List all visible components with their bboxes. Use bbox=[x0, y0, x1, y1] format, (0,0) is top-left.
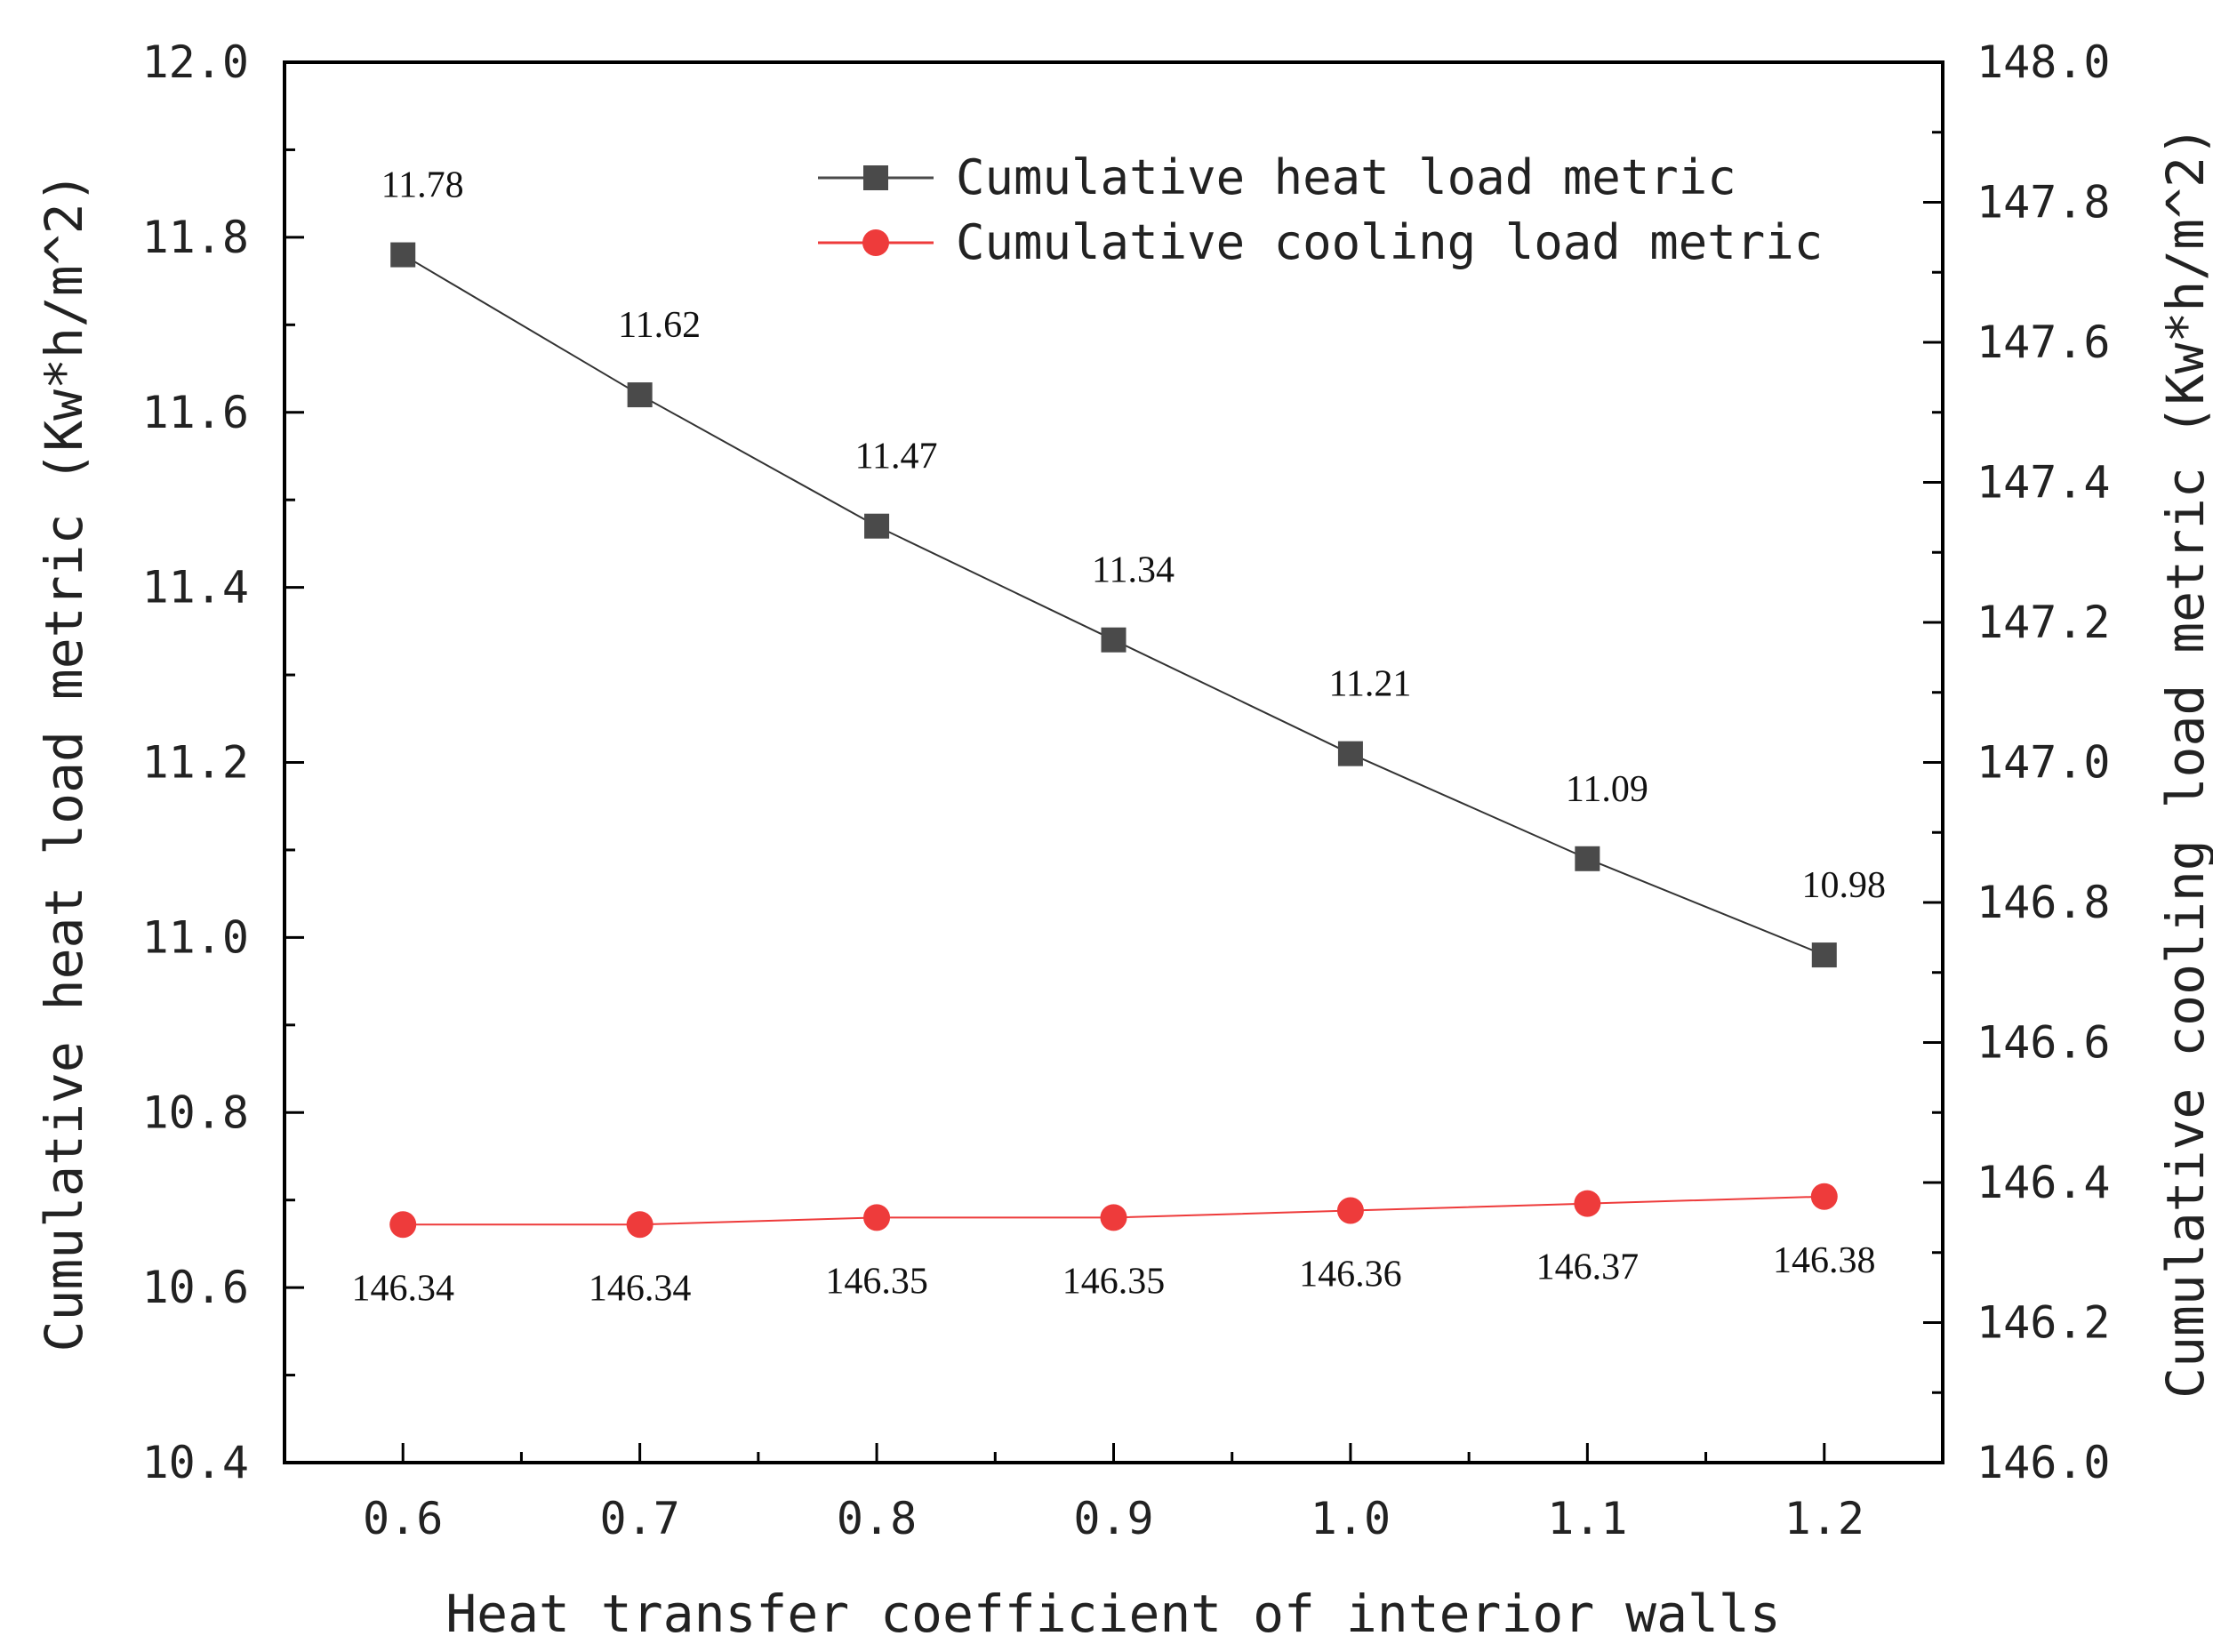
y-left-tick-label: 12.0 bbox=[142, 36, 249, 88]
heat-load-data-label: 11.34 bbox=[1092, 550, 1175, 591]
x-tick-label: 0.9 bbox=[1073, 1493, 1153, 1544]
x-tick-label: 1.1 bbox=[1547, 1493, 1627, 1544]
plot-frame bbox=[283, 60, 1944, 1464]
cooling-load-data-label: 146.34 bbox=[589, 1268, 692, 1309]
cooling-load-data-label: 146.38 bbox=[1773, 1240, 1876, 1281]
cooling-load-point bbox=[626, 1211, 653, 1239]
x-tick-label: 0.6 bbox=[363, 1493, 443, 1544]
y-right-tick-label: 146.8 bbox=[1976, 877, 2111, 928]
y-right-tick-label: 147.8 bbox=[1976, 177, 2111, 229]
cooling-load-data-label: 146.36 bbox=[1299, 1255, 1402, 1295]
heat-load-data-label: 11.21 bbox=[1328, 664, 1411, 705]
y-left-tick-label: 11.8 bbox=[142, 212, 249, 263]
heat-load-point bbox=[1337, 741, 1363, 766]
y-right-tick-label: 147.2 bbox=[1976, 597, 2111, 648]
heat-load-point bbox=[390, 242, 416, 268]
y-left-tick-label: 11.6 bbox=[142, 387, 249, 438]
legend-marker-circle-icon bbox=[862, 229, 889, 256]
y-left-tick-label: 11.4 bbox=[142, 562, 249, 613]
cooling-load-data-label: 146.35 bbox=[825, 1261, 928, 1302]
x-tick-label: 1.0 bbox=[1311, 1493, 1391, 1544]
cooling-load-point bbox=[1810, 1183, 1838, 1210]
heat-load-data-label: 10.98 bbox=[1802, 865, 1887, 906]
y-right-tick-label: 146.6 bbox=[1976, 1017, 2111, 1069]
y-left-tick-label: 11.0 bbox=[142, 911, 249, 963]
y-right-tick-label: 147.6 bbox=[1976, 317, 2111, 368]
y-left-tick-label: 11.2 bbox=[142, 737, 249, 789]
heat-load-line bbox=[402, 253, 1825, 956]
y-left-tick-label: 10.6 bbox=[142, 1262, 249, 1313]
heat-load-data-label: 11.78 bbox=[381, 165, 464, 206]
cooling-load-data-label: 146.34 bbox=[351, 1268, 454, 1309]
y-right-tick-label: 146.4 bbox=[1976, 1157, 2111, 1208]
heat-load-data-label: 11.09 bbox=[1566, 769, 1648, 810]
cooling-load-point bbox=[1574, 1190, 1601, 1217]
y-right-tick-label: 146.0 bbox=[1976, 1437, 2111, 1488]
cooling-load-point bbox=[1100, 1204, 1127, 1231]
heat-load-point bbox=[864, 513, 890, 539]
tick-labels: 0.6 0.7 0.8 0.9 1.0 1.1 1.2 10.4 10.6 10.8 11.0 11.… bbox=[142, 36, 2111, 1544]
data-labels: 11.78 11.62 11.47 11.34 11.21 11.09 10.98 146.3… bbox=[351, 165, 1886, 1310]
y-right-tick-label: 147.4 bbox=[1976, 457, 2111, 509]
x-tick-label: 0.8 bbox=[837, 1493, 917, 1544]
cooling-load-point bbox=[1336, 1197, 1364, 1224]
legend-label-heat: Cumulative heat load metric bbox=[956, 149, 1736, 205]
y-right-tick-label: 146.2 bbox=[1976, 1297, 2111, 1349]
heat-load-data-label: 11.47 bbox=[855, 437, 938, 477]
x-axis-title: Heat transfer coefficient of interior wa… bbox=[445, 1584, 1781, 1644]
y-right-tick-label: 147.0 bbox=[1976, 737, 2111, 789]
x-tick-label: 0.7 bbox=[599, 1493, 679, 1544]
heat-load-point bbox=[627, 382, 653, 408]
legend: Cumulative heat load metric Cumulative c… bbox=[818, 149, 1823, 270]
heat-load-point bbox=[1575, 846, 1600, 871]
series-layer bbox=[389, 242, 1838, 1239]
cooling-load-data-label: 146.35 bbox=[1062, 1261, 1166, 1302]
y-right-tick-label: 148.0 bbox=[1976, 36, 2111, 88]
legend-label-cooling: Cumulative cooling load metric bbox=[956, 214, 1823, 270]
y-left-tick-label: 10.8 bbox=[142, 1087, 249, 1138]
heat-load-point bbox=[1811, 942, 1837, 968]
x-tick-label: 1.2 bbox=[1784, 1493, 1864, 1544]
axis-ticks bbox=[285, 60, 1943, 1464]
heat-load-point bbox=[1101, 627, 1127, 653]
y-axis-title-right: Cumulative cooling load metric (Kw*h/m^2… bbox=[2155, 125, 2213, 1399]
heat-load-data-label: 11.62 bbox=[618, 305, 701, 346]
cooling-load-data-label: 146.37 bbox=[1536, 1247, 1640, 1288]
y-left-tick-label: 10.4 bbox=[142, 1437, 249, 1488]
y-axis-title-left: Cumulative heat load metric (Kw*h/m^2) bbox=[34, 172, 94, 1352]
cooling-load-point bbox=[389, 1211, 417, 1239]
legend-marker-square-icon bbox=[863, 165, 888, 190]
cooling-load-point bbox=[863, 1204, 891, 1231]
